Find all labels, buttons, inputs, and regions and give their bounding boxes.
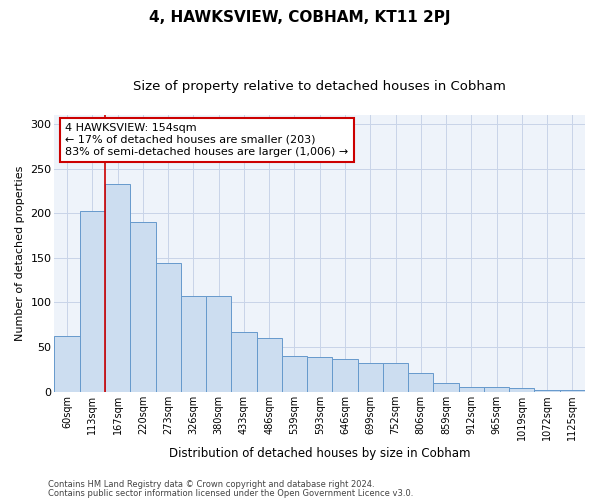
Bar	[433, 383, 458, 392]
Bar	[509, 388, 535, 392]
Bar	[332, 358, 358, 392]
Bar	[535, 390, 560, 392]
X-axis label: Distribution of detached houses by size in Cobham: Distribution of detached houses by size …	[169, 447, 470, 460]
Bar	[408, 373, 433, 392]
Bar	[232, 332, 257, 392]
Bar	[55, 336, 80, 392]
Y-axis label: Number of detached properties: Number of detached properties	[15, 166, 25, 341]
Bar	[383, 363, 408, 392]
Text: Contains public sector information licensed under the Open Government Licence v3: Contains public sector information licen…	[48, 488, 413, 498]
Bar	[358, 363, 383, 392]
Text: 4, HAWKSVIEW, COBHAM, KT11 2PJ: 4, HAWKSVIEW, COBHAM, KT11 2PJ	[149, 10, 451, 25]
Bar	[155, 263, 181, 392]
Bar	[206, 296, 232, 392]
Bar	[130, 222, 155, 392]
Bar	[105, 184, 130, 392]
Bar	[458, 388, 484, 392]
Bar	[181, 296, 206, 392]
Bar	[560, 390, 585, 392]
Title: Size of property relative to detached houses in Cobham: Size of property relative to detached ho…	[133, 80, 506, 93]
Bar	[484, 388, 509, 392]
Bar	[257, 338, 282, 392]
Bar	[307, 357, 332, 392]
Bar	[282, 356, 307, 392]
Text: 4 HAWKSVIEW: 154sqm
← 17% of detached houses are smaller (203)
83% of semi-detac: 4 HAWKSVIEW: 154sqm ← 17% of detached ho…	[65, 124, 349, 156]
Text: Contains HM Land Registry data © Crown copyright and database right 2024.: Contains HM Land Registry data © Crown c…	[48, 480, 374, 489]
Bar	[80, 210, 105, 392]
